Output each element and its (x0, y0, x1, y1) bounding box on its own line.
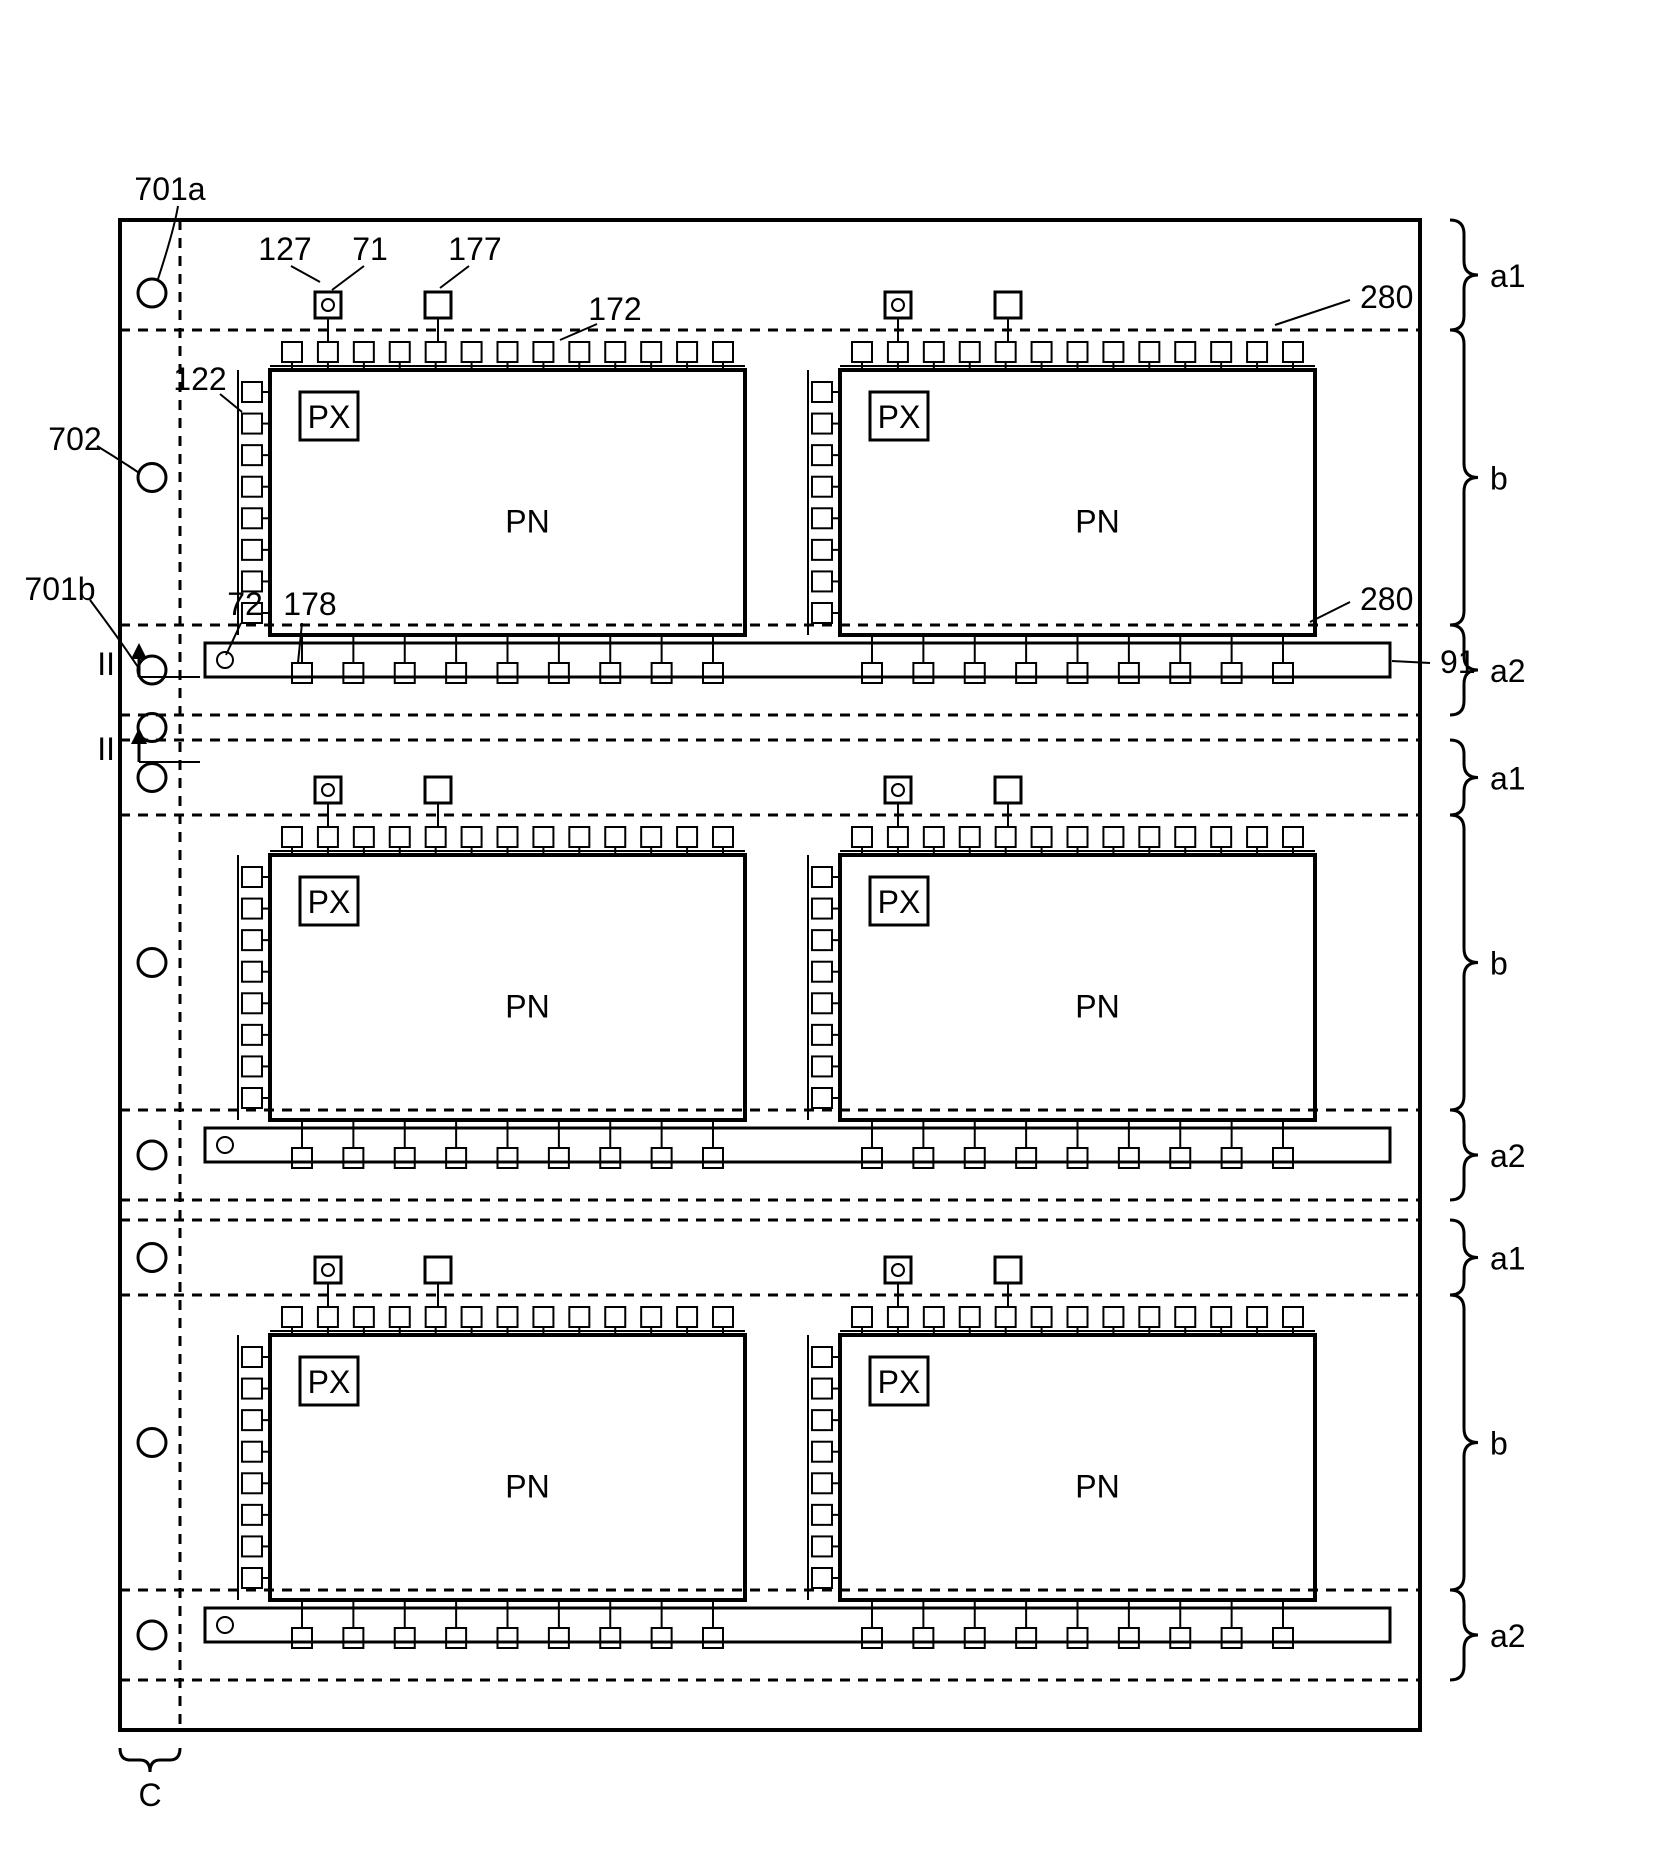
svg-text:b: b (1490, 946, 1508, 982)
svg-text:b: b (1490, 1426, 1508, 1462)
diagram-svg: a1 b a2 PX PN PX PN 280 280 91 a1 b a2 PX PN PX PN a1 b a2 P… (20, 20, 1678, 1829)
svg-text:PN: PN (505, 989, 549, 1025)
svg-text:PN: PN (505, 504, 549, 540)
svg-text:172: 172 (588, 291, 641, 327)
svg-text:PN: PN (1075, 989, 1119, 1025)
svg-text:122: 122 (173, 361, 226, 397)
svg-text:PX: PX (308, 1364, 351, 1400)
svg-text:II: II (97, 646, 115, 682)
svg-text:b: b (1490, 461, 1508, 497)
svg-text:PN: PN (1075, 504, 1119, 540)
svg-text:PX: PX (878, 1364, 921, 1400)
svg-text:PX: PX (878, 884, 921, 920)
svg-text:PN: PN (505, 1469, 549, 1505)
svg-text:71: 71 (352, 231, 388, 267)
svg-text:PX: PX (878, 399, 921, 435)
svg-text:a1: a1 (1490, 258, 1526, 294)
svg-text:72: 72 (227, 586, 263, 622)
svg-text:701a: 701a (134, 171, 205, 207)
svg-text:91: 91 (1440, 644, 1476, 680)
svg-text:702: 702 (48, 421, 101, 457)
svg-text:PX: PX (308, 884, 351, 920)
svg-text:280: 280 (1360, 581, 1413, 617)
svg-text:280: 280 (1360, 279, 1413, 315)
svg-text:PX: PX (308, 399, 351, 435)
svg-text:177: 177 (448, 231, 501, 267)
svg-text:a1: a1 (1490, 761, 1526, 797)
svg-text:a1: a1 (1490, 1241, 1526, 1277)
svg-text:701b: 701b (24, 571, 95, 607)
svg-text:a2: a2 (1490, 1618, 1526, 1654)
svg-text:a2: a2 (1490, 1138, 1526, 1174)
svg-text:II: II (97, 731, 115, 767)
svg-text:178: 178 (283, 586, 336, 622)
svg-text:127: 127 (258, 231, 311, 267)
svg-text:C: C (138, 1777, 161, 1813)
svg-text:a2: a2 (1490, 653, 1526, 689)
svg-text:PN: PN (1075, 1469, 1119, 1505)
